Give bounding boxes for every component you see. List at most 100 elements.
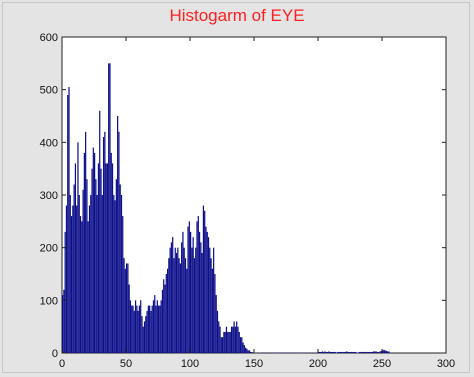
histogram-bar (385, 350, 388, 353)
histogram-bar (351, 351, 353, 353)
y-tick-label: 200 (40, 243, 58, 255)
histogram-bar (143, 321, 146, 353)
histogram-bar (188, 221, 190, 353)
histogram-bar (325, 351, 327, 353)
histogram-bar (302, 352, 304, 353)
histogram-bar (210, 258, 212, 353)
histogram-bar (113, 195, 115, 353)
histogram-bar (298, 352, 301, 353)
histogram-bar (146, 310, 148, 353)
histogram-bar (379, 351, 381, 353)
histogram-bar (95, 179, 97, 353)
histogram-bar (239, 337, 242, 353)
histogram-bar (154, 295, 156, 353)
histogram-bar (213, 247, 215, 353)
chart-title: Histogarm of EYE (169, 6, 305, 25)
histogram-bar (343, 351, 345, 353)
histogram-bar (222, 337, 224, 353)
histogram-bar (357, 352, 359, 353)
histogram-bar (177, 247, 179, 353)
histogram-bar (223, 331, 225, 353)
histogram-bar (230, 326, 233, 353)
x-tick-label: 0 (59, 358, 65, 370)
histogram-bar (175, 252, 178, 353)
histogram-bar (191, 247, 193, 353)
histogram-bar (129, 300, 132, 353)
x-axis: 0 50 100 150 200 250 300 (59, 37, 455, 370)
histogram-bar (115, 179, 117, 353)
histogram-bar (124, 268, 126, 353)
histogram-bar (247, 350, 249, 353)
histogram-bar (375, 351, 377, 353)
histogram-bar (362, 351, 365, 353)
histogram-bar (369, 351, 371, 353)
histogram-bar (367, 351, 370, 353)
histogram-bar (104, 131, 106, 353)
histogram-bar (120, 195, 123, 353)
histogram-bar (202, 205, 205, 353)
histogram-bar (261, 352, 263, 353)
histogram-bar (136, 305, 138, 353)
histogram-bar (209, 247, 211, 353)
histogram-bar (342, 351, 344, 353)
histogram-bar (172, 237, 174, 353)
y-tick-label: 500 (40, 85, 58, 97)
histogram-bar (174, 247, 176, 353)
histogram-bar (319, 351, 321, 353)
histogram-bar (233, 321, 235, 353)
histogram-bar (234, 326, 237, 353)
figure-border (2, 2, 470, 373)
histogram-bar (149, 305, 151, 353)
histogram-bar (111, 163, 114, 353)
histogram-bar (134, 300, 137, 353)
histogram-bar (335, 352, 338, 353)
histogram-bar (384, 350, 386, 353)
histogram-bar (119, 184, 121, 353)
histogram-bar (330, 351, 333, 353)
histogram-bar (246, 348, 248, 353)
histogram-bar (81, 221, 83, 353)
histogram-bar (320, 351, 322, 353)
histogram-bar (187, 226, 189, 353)
histogram-bar (365, 351, 367, 353)
histogram-bar (201, 252, 203, 353)
histogram-bar (161, 289, 164, 353)
histogram-bars (62, 63, 390, 354)
histogram-bar (96, 195, 98, 353)
histogram-bar (251, 351, 253, 353)
histogram-bar (332, 351, 334, 353)
histogram-bar (243, 345, 245, 353)
x-tick-label: 250 (373, 358, 391, 370)
histogram-bar (352, 351, 354, 353)
histogram-bar (382, 350, 384, 353)
histogram-bar (166, 268, 169, 353)
histogram-bar (198, 231, 201, 353)
y-tick-label: 100 (40, 295, 58, 307)
histogram-bar (76, 205, 78, 353)
histogram-bar (74, 163, 77, 353)
histogram-bar (216, 310, 219, 353)
histogram-bar (90, 195, 92, 353)
histogram-bar (355, 351, 357, 353)
y-tick-label: 600 (40, 32, 58, 44)
histogram-bar (63, 289, 65, 353)
histogram-bar (329, 351, 331, 353)
histogram-bar (311, 352, 313, 353)
x-tick-label: 150 (245, 358, 263, 370)
histogram-bar (168, 258, 170, 353)
histogram-bar (64, 231, 66, 353)
histogram-bar (131, 305, 133, 353)
histogram-bar (219, 326, 221, 353)
histogram-bar (207, 237, 210, 353)
histogram-bar (339, 351, 341, 353)
histogram-bar (165, 274, 167, 353)
histogram-bar (211, 268, 213, 353)
histogram-bar (195, 247, 197, 353)
histogram-bar (361, 351, 363, 353)
histogram-bar (316, 352, 318, 353)
histogram-bar (184, 258, 187, 353)
histogram-bar (238, 331, 240, 353)
histogram-bar (334, 351, 336, 353)
histogram-bar (250, 351, 252, 353)
